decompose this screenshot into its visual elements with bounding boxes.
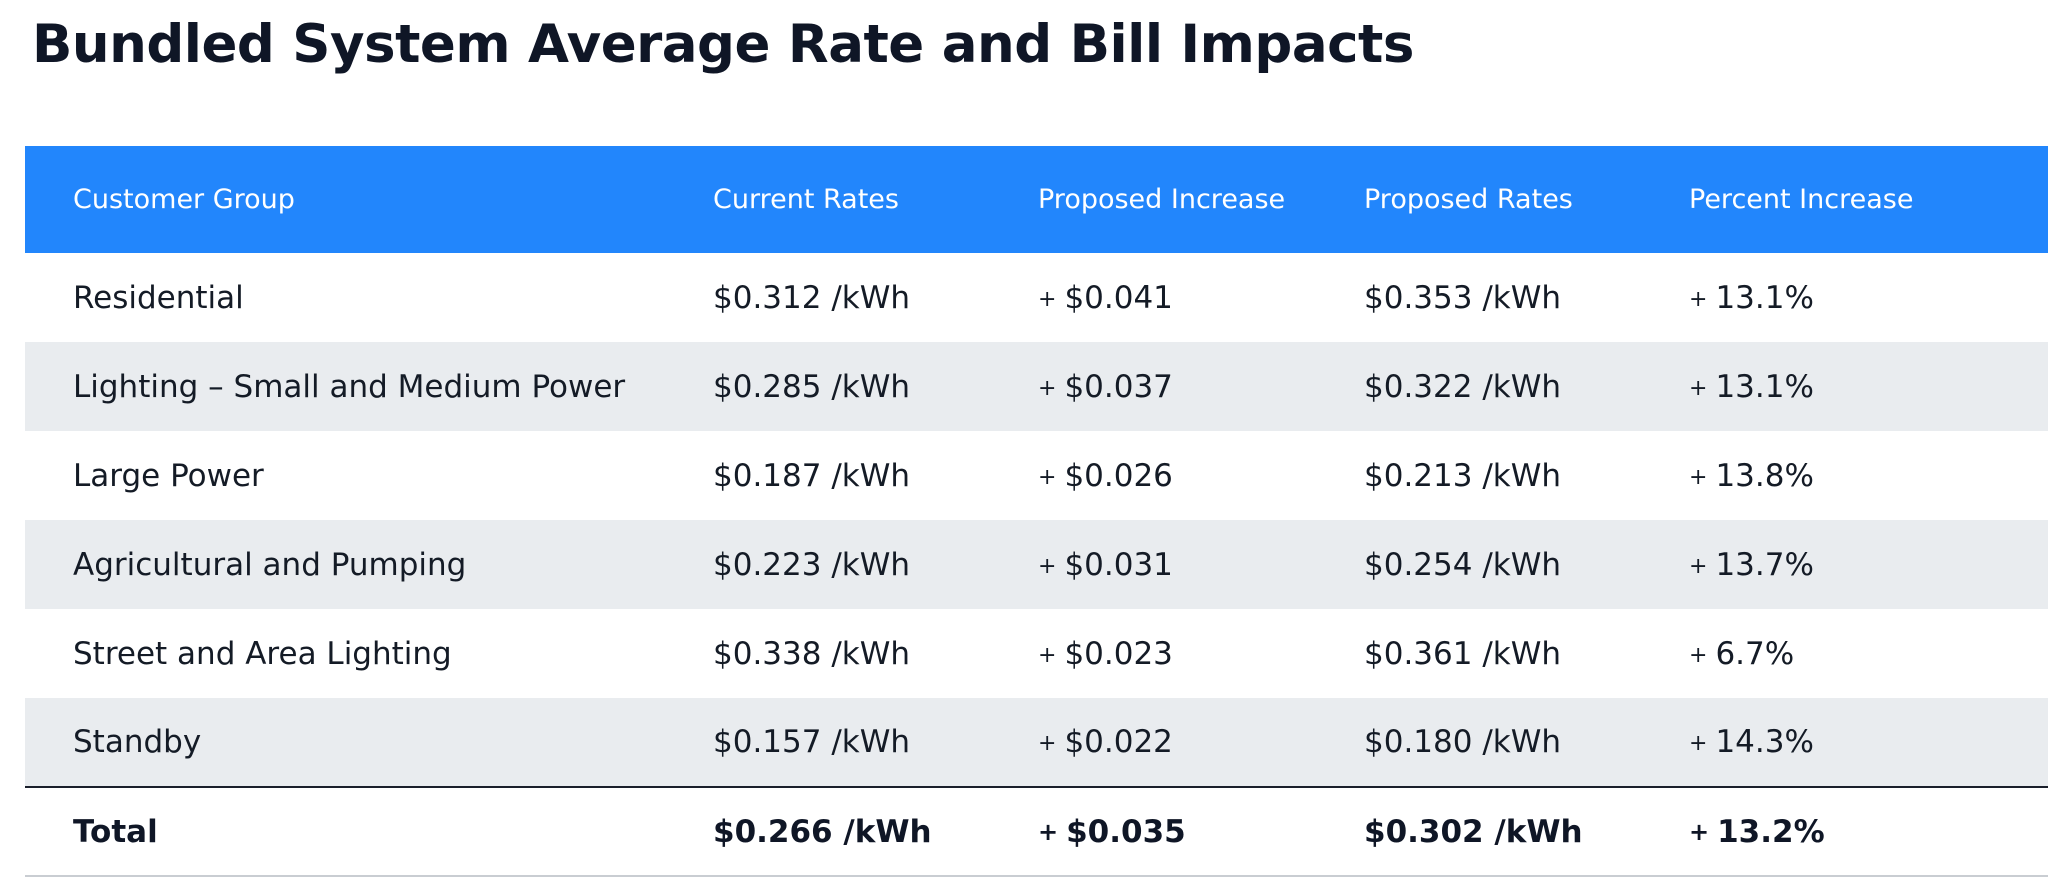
plus-sign: + [1038, 375, 1057, 401]
total-current-rate: $0.266 /kWh [713, 813, 932, 850]
customer-group-cell: Standby [73, 724, 202, 760]
percent-value: 13.1% [1715, 368, 1814, 405]
plus-sign: + [1689, 642, 1708, 668]
table-row: Large Power $0.187 /kWh + $0.026 $0.213 /… [25, 431, 2048, 520]
percent-value: 13.8% [1715, 457, 1814, 494]
current-rate-cell: $0.312 /kWh [713, 279, 911, 316]
plus-sign: + [1689, 817, 1710, 846]
plus-sign: + [1038, 731, 1057, 756]
total-increase-value: $0.035 [1066, 813, 1186, 850]
proposed-increase-cell: + $0.031 [1038, 520, 1364, 609]
percent-value: 13.1% [1715, 279, 1814, 316]
percent-increase-cell: +13.1% [1689, 342, 2048, 431]
total-row: Total $0.266 /kWh + $0.035 $0.302 /kWh +1… [25, 787, 2048, 876]
table-row: Standby $0.157 /kWh + $0.022 $0.180 /kWh … [25, 698, 2048, 787]
percent-increase-cell: +13.7% [1689, 520, 2048, 609]
customer-group-cell: Large Power [73, 457, 264, 494]
table-row: Residential $0.312 /kWh + $0.041 $0.353 /… [25, 253, 2048, 342]
table-row: Street and Area Lighting $0.338 /kWh + $0… [25, 609, 2048, 698]
total-percent-value: 13.2% [1717, 813, 1825, 850]
increase-value: $0.022 [1064, 724, 1173, 760]
increase-value: $0.023 [1064, 635, 1173, 672]
total-percent-increase: +13.2% [1689, 787, 2048, 876]
header-proposed-increase: Proposed Increase [1038, 184, 1286, 215]
plus-sign: + [1689, 553, 1708, 579]
proposed-rate-cell: $0.180 /kWh [1364, 724, 1562, 760]
percent-value: 14.3% [1715, 724, 1814, 760]
total-proposed-increase: + $0.035 [1038, 787, 1364, 876]
rate-impact-table: Customer Group Current Rates Proposed In… [25, 146, 2048, 877]
customer-group-cell: Agricultural and Pumping [73, 546, 467, 583]
table-row: Lighting – Small and Medium Power $0.285… [25, 342, 2048, 431]
proposed-increase-cell: + $0.041 [1038, 253, 1364, 342]
plus-sign: + [1038, 553, 1057, 579]
plus-sign: + [1689, 464, 1708, 490]
customer-group-cell: Residential [73, 279, 244, 316]
plus-sign: + [1038, 817, 1059, 846]
plus-sign: + [1689, 286, 1708, 312]
total-proposed-rate: $0.302 /kWh [1364, 813, 1583, 850]
proposed-increase-cell: + $0.023 [1038, 609, 1364, 698]
percent-increase-cell: +6.7% [1689, 609, 2048, 698]
proposed-rate-cell: $0.322 /kWh [1364, 368, 1562, 405]
plus-sign: + [1038, 642, 1057, 668]
current-rate-cell: $0.187 /kWh [713, 457, 911, 494]
current-rate-cell: $0.157 /kWh [713, 724, 911, 760]
customer-group-cell: Lighting – Small and Medium Power [73, 368, 626, 405]
percent-increase-cell: +14.3% [1689, 698, 2048, 787]
plus-sign: + [1038, 464, 1057, 490]
plus-sign: + [1689, 731, 1708, 756]
proposed-rate-cell: $0.254 /kWh [1364, 546, 1562, 583]
proposed-increase-cell: + $0.026 [1038, 431, 1364, 520]
plus-sign: + [1038, 286, 1057, 312]
proposed-increase-cell: + $0.037 [1038, 342, 1364, 431]
proposed-rate-cell: $0.213 /kWh [1364, 457, 1562, 494]
table-body: Residential $0.312 /kWh + $0.041 $0.353 /… [25, 253, 2048, 876]
increase-value: $0.026 [1064, 457, 1173, 494]
proposed-rate-cell: $0.353 /kWh [1364, 279, 1562, 316]
page-title: Bundled System Average Rate and Bill Imp… [32, 14, 1414, 75]
current-rate-cell: $0.223 /kWh [713, 546, 911, 583]
current-rate-cell: $0.285 /kWh [713, 368, 911, 405]
header-customer-group: Customer Group [73, 184, 295, 215]
percent-increase-cell: +13.1% [1689, 253, 2048, 342]
table-header: Customer Group Current Rates Proposed In… [25, 146, 2048, 253]
percent-increase-cell: +13.8% [1689, 431, 2048, 520]
percent-value: 13.7% [1715, 546, 1814, 583]
table-row: Agricultural and Pumping $0.223 /kWh + $0… [25, 520, 2048, 609]
header-row: Customer Group Current Rates Proposed In… [25, 146, 2048, 253]
percent-value: 6.7% [1715, 635, 1795, 672]
proposed-increase-cell: + $0.022 [1038, 698, 1364, 787]
header-proposed-rates: Proposed Rates [1364, 184, 1573, 215]
customer-group-cell: Street and Area Lighting [73, 635, 452, 672]
header-current-rates: Current Rates [713, 184, 899, 215]
increase-value: $0.041 [1064, 279, 1173, 316]
header-percent-increase: Percent Increase [1689, 184, 1914, 215]
current-rate-cell: $0.338 /kWh [713, 635, 911, 672]
increase-value: $0.031 [1064, 546, 1173, 583]
plus-sign: + [1689, 375, 1708, 401]
total-label: Total [73, 813, 158, 850]
proposed-rate-cell: $0.361 /kWh [1364, 635, 1562, 672]
increase-value: $0.037 [1064, 368, 1173, 405]
